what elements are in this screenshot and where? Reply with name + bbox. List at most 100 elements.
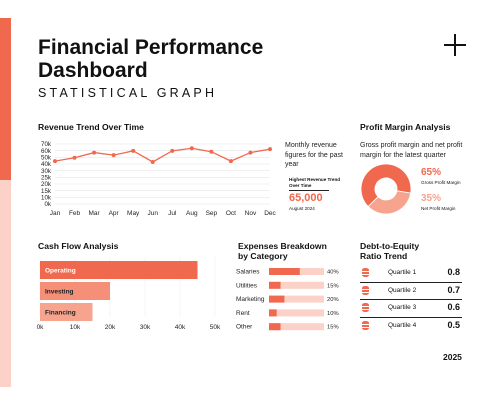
debt-ratio-value: 0.7 xyxy=(447,284,460,295)
revenue-data-point xyxy=(170,148,175,153)
expense-bar-track xyxy=(269,281,324,289)
cashflow-bar-label: Investing xyxy=(45,288,74,295)
debt-quartile-label: Quartile 1 xyxy=(388,269,417,276)
database-icon xyxy=(362,285,369,295)
revenue-x-tick-label: Apr xyxy=(109,210,120,217)
revenue-y-tick-label: 25k xyxy=(41,175,52,182)
debt-ratio-value: 0.8 xyxy=(447,267,460,277)
debt-table-row: Quartile 3 0.6 xyxy=(360,300,462,318)
expense-value-label: 15% xyxy=(327,325,339,331)
year-label: 2025 xyxy=(443,352,462,362)
revenue-data-point xyxy=(92,150,97,155)
profit-chart-title: Profit Margin Analysis xyxy=(360,122,451,132)
revenue-y-tick-label: 70k xyxy=(41,141,52,148)
expense-bar-fill xyxy=(269,281,281,289)
cashflow-chart-title: Cash Flow Analysis xyxy=(38,241,119,251)
revenue-x-tick-label: Feb xyxy=(69,210,81,217)
cashflow-bar-label: Financing xyxy=(45,309,76,316)
expense-bar-track xyxy=(269,323,324,331)
revenue-data-point xyxy=(228,159,233,164)
revenue-y-tick-label: 50k xyxy=(41,155,52,162)
cashflow-x-tick-label: 20k xyxy=(105,324,116,331)
cashflow-x-tick-label: 10k xyxy=(70,324,81,331)
revenue-y-tick-label: 0k xyxy=(44,201,51,208)
revenue-data-point xyxy=(53,159,57,164)
expense-value-label: 10% xyxy=(327,311,339,317)
gross-margin-label: Gross Profit Margin xyxy=(421,180,461,185)
debt-quartile-label: Quartile 2 xyxy=(388,286,417,294)
debt-table-row: Quartile 2 0.7 xyxy=(360,283,462,300)
revenue-series-line xyxy=(54,147,271,163)
expense-category-label: Marketing xyxy=(236,296,265,303)
revenue-x-tick-label: Jun xyxy=(147,210,158,217)
revenue-data-point xyxy=(248,150,253,155)
debt-ratio-value: 0.5 xyxy=(447,319,460,330)
revenue-x-tick-label: May xyxy=(127,210,140,217)
expense-bar-fill xyxy=(269,295,285,303)
cashflow-bar-label: Operating xyxy=(45,267,76,274)
revenue-highlight-value: 65,000 xyxy=(289,192,323,204)
revenue-y-tick-label: 40k xyxy=(41,161,52,168)
expense-bar-track xyxy=(269,309,324,317)
expense-value-label: 40% xyxy=(327,270,339,276)
database-icon xyxy=(362,320,369,330)
revenue-highlight-date: August 2024 xyxy=(289,206,315,211)
expense-value-label: 20% xyxy=(327,297,339,303)
expenses-chart-title: Expenses Breakdown by Category xyxy=(238,241,327,261)
revenue-highlight-divider xyxy=(289,190,329,191)
expenses-bar-chart: Salaries 40% Utilities 15% Marketing 20% Rent 1… xyxy=(236,268,339,331)
revenue-data-point xyxy=(111,153,116,158)
revenue-x-tick-label: Sep xyxy=(206,210,218,217)
revenue-data-point xyxy=(209,149,214,154)
revenue-x-tick-label: Nov xyxy=(245,210,257,217)
accent-bar-bottom xyxy=(0,180,11,387)
debt-to-equity-table: Quartile 1 0.8 Quartile 2 0.7 Quartile 3 0.6 Q… xyxy=(360,265,462,334)
debt-table-row: Quartile 1 0.8 xyxy=(360,265,462,283)
database-icon xyxy=(362,268,369,277)
revenue-data-point xyxy=(189,146,194,151)
revenue-chart-title: Revenue Trend Over Time xyxy=(38,122,144,132)
revenue-x-tick-label: Oct xyxy=(226,210,236,217)
revenue-data-point xyxy=(150,160,155,164)
revenue-x-tick-label: Jan xyxy=(50,210,61,217)
net-margin-label: Net Profit Margin xyxy=(421,206,456,211)
profit-donut-chart xyxy=(360,163,412,215)
debt-quartile-label: Quartile 4 xyxy=(388,321,417,329)
revenue-side-note: Monthly revenue figures for the past yea… xyxy=(285,142,343,168)
expense-bar-fill xyxy=(269,323,281,331)
debt-quartile-label: Quartile 3 xyxy=(388,304,417,311)
expense-bar-fill xyxy=(269,309,277,317)
net-margin-value: 35% xyxy=(421,193,442,204)
cashflow-bar xyxy=(40,303,93,321)
expense-category-label: Utilities xyxy=(236,282,258,289)
cashflow-x-tick-label: 0k xyxy=(37,324,45,331)
revenue-x-tick-label: Aug xyxy=(186,210,198,217)
expense-bar-track xyxy=(269,295,324,303)
revenue-x-tick-label: Jul xyxy=(168,210,177,217)
expense-category-label: Rent xyxy=(236,310,250,317)
revenue-y-tick-label: 10k xyxy=(41,195,52,202)
cashflow-x-tick-label: 50k xyxy=(210,324,221,331)
revenue-data-point xyxy=(131,148,136,153)
revenue-x-tick-label: Mar xyxy=(88,210,100,217)
revenue-highlight-label: Highest Revenue Trend Over Time xyxy=(289,177,341,188)
expense-bar-fill xyxy=(269,268,300,275)
revenue-y-tick-label: 30k xyxy=(41,168,52,175)
cashflow-x-tick-label: 30k xyxy=(140,324,151,331)
profit-donut-slice xyxy=(367,190,412,215)
debt-ratio-value: 0.6 xyxy=(447,302,460,312)
gross-margin-value: 65% xyxy=(421,167,442,178)
revenue-data-point xyxy=(268,147,272,152)
profit-description: Gross profit margin and net profit margi… xyxy=(360,142,463,159)
revenue-y-tick-label: 20k xyxy=(41,181,52,188)
revenue-x-tick-label: Dec xyxy=(264,210,276,217)
plus-icon[interactable] xyxy=(444,34,466,56)
cashflow-x-tick-label: 40k xyxy=(175,324,186,331)
debt-table-row: Quartile 4 0.5 xyxy=(360,318,462,335)
revenue-data-point xyxy=(72,155,77,160)
database-icon xyxy=(362,303,369,312)
page-title: Financial Performance Dashboard xyxy=(38,36,264,82)
revenue-y-tick-label: 15k xyxy=(41,188,52,195)
revenue-y-tick-label: 60k xyxy=(41,148,52,155)
